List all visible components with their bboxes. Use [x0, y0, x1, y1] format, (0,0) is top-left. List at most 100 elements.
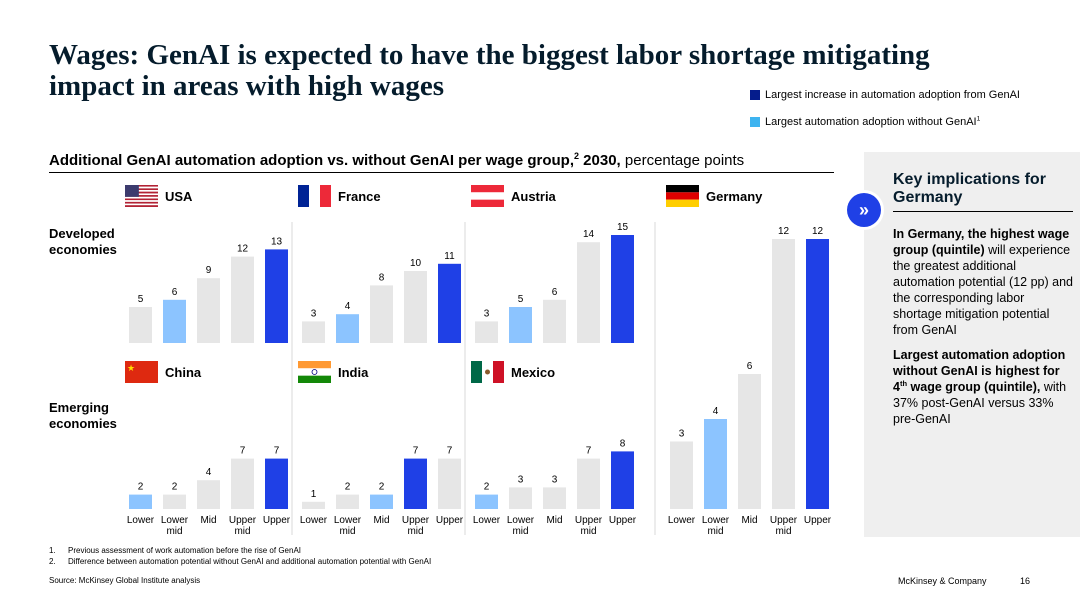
- germany-bar: [738, 374, 761, 509]
- chevron-double-right-icon: »: [847, 193, 881, 227]
- mexico-bar: [475, 494, 498, 509]
- page-number: 16: [1020, 576, 1031, 586]
- legend-item-increase: Largest increase in automation adoption …: [750, 88, 1020, 102]
- category-tick-label: Upper: [229, 515, 257, 526]
- category-tick-label: Lower: [702, 515, 730, 526]
- mexico-value-label: 7: [586, 446, 592, 457]
- usa-bar: [163, 299, 186, 343]
- usa-value-label: 13: [271, 236, 283, 247]
- mexico-bar: [509, 487, 532, 509]
- category-tick-label: mid: [580, 526, 596, 537]
- austria-value-label: 6: [552, 287, 558, 298]
- company-name: McKinsey & Company: [898, 576, 987, 586]
- france-value-label: 8: [379, 272, 385, 283]
- panel-paragraph-1: In Germany, the highest wage group (quin…: [893, 227, 1073, 337]
- france-bar: [336, 314, 359, 343]
- china-flag-icon: ★: [125, 361, 158, 383]
- mexico-bar: [611, 451, 634, 509]
- germany-value-label: 3: [679, 429, 685, 440]
- legend: Largest increase in automation adoption …: [750, 88, 1020, 142]
- germany-value-label: 12: [778, 226, 790, 237]
- usa-bar: [231, 256, 254, 343]
- category-tick-label: mid: [707, 526, 723, 537]
- india-value-label: 7: [413, 446, 419, 457]
- china-bar: [197, 480, 220, 509]
- france-bar: [302, 321, 325, 343]
- china-bar: [231, 458, 254, 509]
- category-tick-label: Lower: [668, 515, 696, 526]
- usa-value-label: 12: [237, 244, 249, 255]
- china-country-label: China: [165, 365, 202, 380]
- usa-value-label: 9: [206, 265, 212, 276]
- source-note: Source: McKinsey Global Institute analys…: [49, 576, 201, 585]
- india-bar: [404, 458, 427, 509]
- usa-flag-icon: [125, 185, 158, 207]
- usa-country-label: USA: [165, 189, 193, 204]
- mexico-value-label: 2: [484, 482, 490, 493]
- germany-value-label: 6: [747, 361, 753, 372]
- category-tick-label: Lower: [473, 515, 501, 526]
- footnotes: 1. Previous assessment of work automation…: [49, 545, 431, 567]
- india-value-label: 7: [447, 446, 453, 457]
- china-value-label: 7: [274, 446, 280, 457]
- india-bar: [302, 501, 325, 509]
- legend-swatch-no-genai: [750, 117, 760, 127]
- category-tick-label: mid: [407, 526, 423, 537]
- usa-bar: [129, 307, 152, 343]
- france-bar: [404, 271, 427, 343]
- mexico-bar: [577, 458, 600, 509]
- india-value-label: 2: [345, 482, 351, 493]
- germany-country-label: Germany: [706, 189, 763, 204]
- category-tick-label: Upper: [263, 515, 291, 526]
- china-value-label: 2: [172, 482, 178, 493]
- austria-bar: [509, 307, 532, 343]
- india-country-label: India: [338, 365, 369, 380]
- page-title: Wages: GenAI is expected to have the big…: [49, 39, 930, 102]
- usa-value-label: 6: [172, 287, 178, 298]
- category-tick-label: mid: [234, 526, 250, 537]
- india-value-label: 2: [379, 482, 385, 493]
- india-bar: [370, 494, 393, 509]
- subtitle-divider: [49, 172, 834, 173]
- row-label-developed: Developed economies: [49, 226, 117, 257]
- key-implications-panel: » Key implications for Germany In German…: [847, 152, 1080, 537]
- china-value-label: 2: [138, 482, 144, 493]
- france-bar: [438, 263, 461, 343]
- category-tick-label: Upper: [770, 515, 798, 526]
- category-tick-label: Lower: [507, 515, 535, 526]
- panel-paragraph-2: Largest automation adoption without GenA…: [893, 348, 1067, 426]
- india-bar: [336, 494, 359, 509]
- austria-bar: [543, 299, 566, 343]
- austria-value-label: 14: [583, 229, 595, 240]
- category-tick-label: Upper: [436, 515, 464, 526]
- category-tick-label: mid: [339, 526, 355, 537]
- footnote-2: 2. Difference between automation potentia…: [49, 557, 432, 566]
- austria-bar: [577, 242, 600, 343]
- chart-subtitle: Additional GenAI automation adoption vs.…: [49, 151, 745, 170]
- india-value-label: 1: [311, 489, 317, 500]
- china-bar: [163, 494, 186, 509]
- china-bar: [265, 458, 288, 509]
- category-tick-label: Upper: [575, 515, 603, 526]
- category-tick-label: mid: [166, 526, 182, 537]
- france-value-label: 10: [410, 258, 422, 269]
- mexico-value-label: 8: [620, 438, 626, 449]
- austria-bar: [611, 235, 634, 343]
- row-label-emerging: Emerging economies: [49, 400, 117, 431]
- germany-bar: [772, 239, 795, 509]
- france-bar: [370, 285, 393, 343]
- india-flag-icon: [298, 361, 331, 383]
- austria-bar: [475, 321, 498, 343]
- germany-value-label: 12: [812, 226, 824, 237]
- mexico-bar: [543, 487, 566, 509]
- usa-bar: [197, 278, 220, 343]
- austria-country-label: Austria: [511, 189, 557, 204]
- svg-text:★: ★: [127, 363, 135, 373]
- usa-value-label: 5: [138, 294, 144, 305]
- germany-flag-icon: [666, 185, 699, 207]
- china-value-label: 4: [206, 467, 212, 478]
- legend-label-increase: Largest increase in automation adoption …: [765, 89, 1020, 101]
- austria-value-label: 5: [518, 294, 524, 305]
- china-value-label: 7: [240, 446, 246, 457]
